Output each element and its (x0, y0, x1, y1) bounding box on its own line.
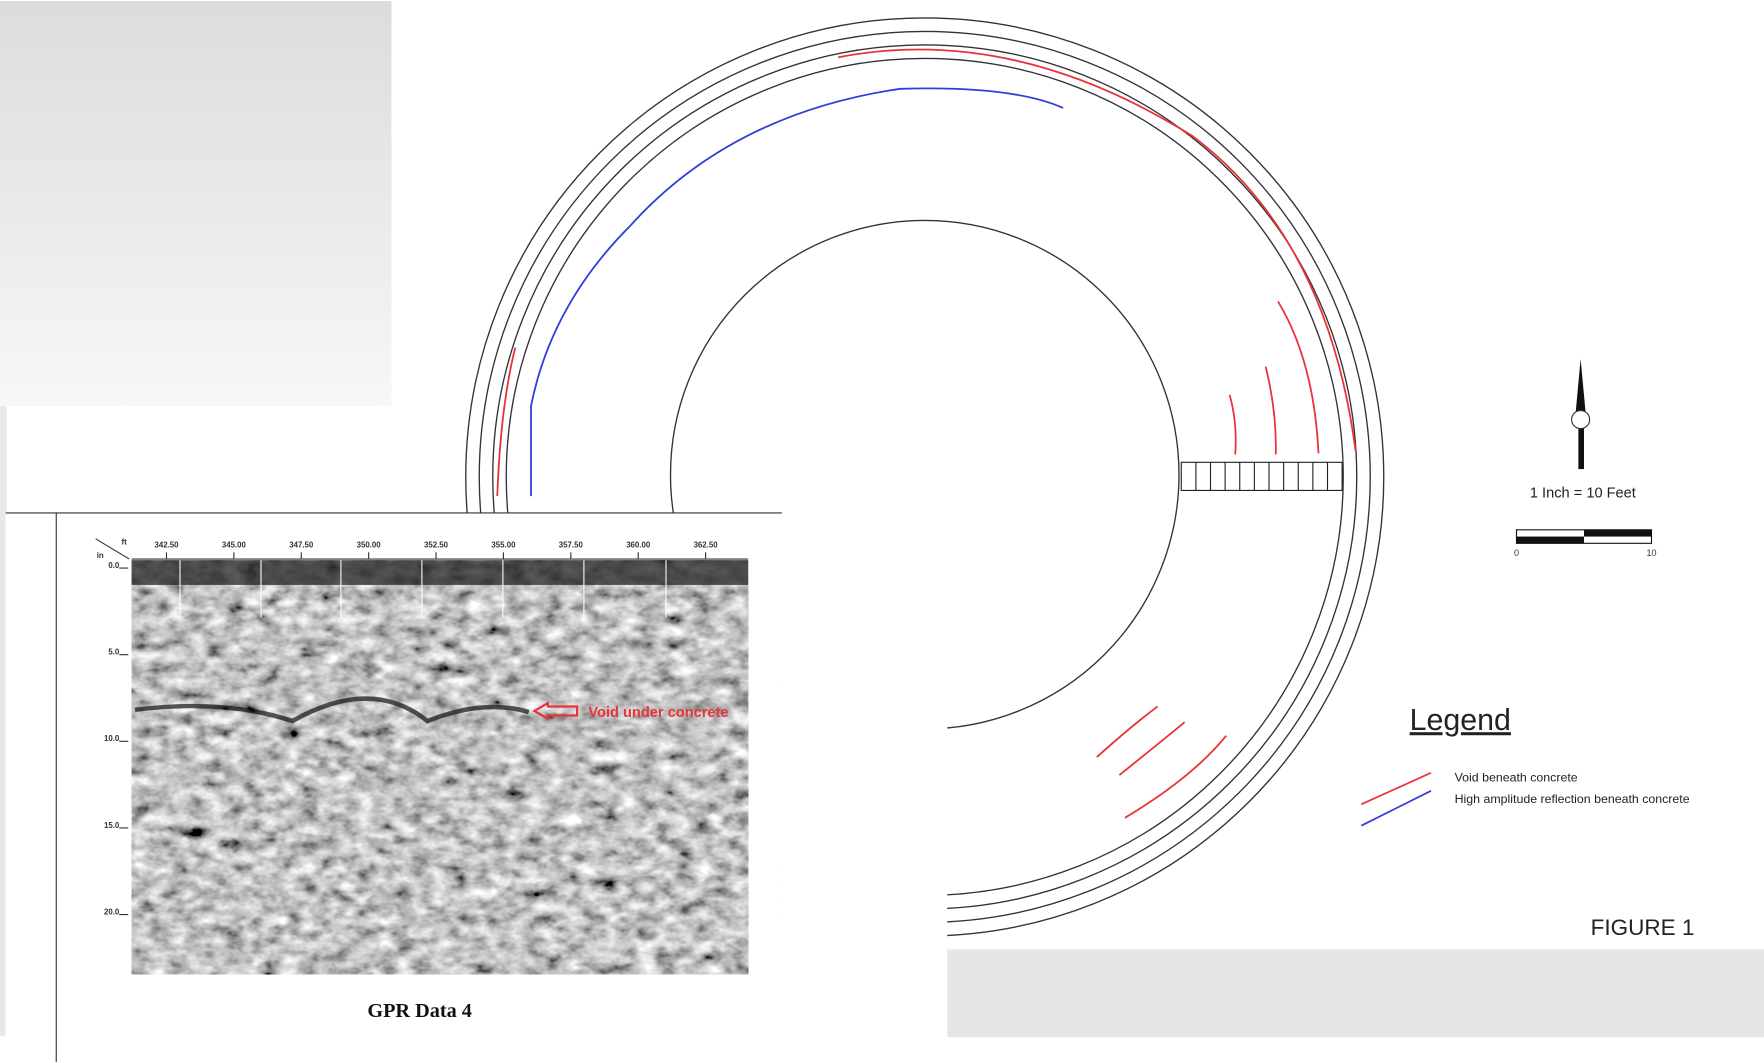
north-arrow (1572, 359, 1590, 469)
void-line (1230, 395, 1236, 455)
x-tick-label: 347.50 (289, 541, 314, 550)
y-tick-label: 0.0 (108, 561, 120, 570)
y-tick-label: 5.0 (108, 648, 120, 657)
x-tick-label: 345.00 (222, 541, 247, 550)
scale-label: 0 (1514, 548, 1519, 558)
x-tick-label: 355.00 (491, 541, 516, 550)
figure-label: FIGURE 1 (1591, 915, 1695, 940)
stairs (1181, 462, 1342, 490)
y-tick-label: 10.0 (104, 734, 120, 743)
legend-entry: Void beneath concrete (1455, 771, 1578, 785)
cover (782, 513, 947, 1062)
void-line (838, 50, 1356, 452)
background-panel (0, 1, 392, 406)
screenshot: 1 Inch = 10 Feet 0 10 Legend Void beneat… (0, 0, 1764, 1063)
radargram (132, 560, 749, 974)
reflection-line (531, 88, 1063, 496)
y-tick-label: 15.0 (104, 821, 120, 830)
void-line (1125, 736, 1226, 818)
scale-bar (1517, 530, 1652, 544)
legend-title: Legend (1410, 704, 1511, 737)
gpr-panel (6, 513, 782, 1062)
x-tick-label: 360.00 (626, 541, 651, 550)
scale-label: 10 (1646, 548, 1656, 558)
x-tick-label: 350.00 (357, 541, 382, 550)
annotation: Void under concrete (588, 705, 728, 721)
x-tick-label: 352.50 (424, 541, 449, 550)
gray-bar (947, 949, 1764, 1037)
gpr-caption: GPR Data 4 (367, 1000, 472, 1022)
void-line (1266, 367, 1276, 455)
axis-unit: in (97, 551, 104, 560)
x-tick-label: 342.50 (154, 541, 179, 550)
legend-swatch (1361, 791, 1431, 826)
axis-unit: ft (122, 537, 128, 546)
y-tick-label: 20.0 (104, 907, 120, 916)
x-tick-label: 357.50 (559, 541, 584, 550)
void-line (1278, 301, 1319, 453)
legend-swatch (1361, 773, 1431, 805)
legend-entry: High amplitude reflection beneath concre… (1455, 792, 1690, 806)
x-tick-label: 362.50 (694, 541, 719, 550)
scale-text: 1 Inch = 10 Feet (1530, 486, 1636, 502)
void-line (1097, 706, 1158, 757)
